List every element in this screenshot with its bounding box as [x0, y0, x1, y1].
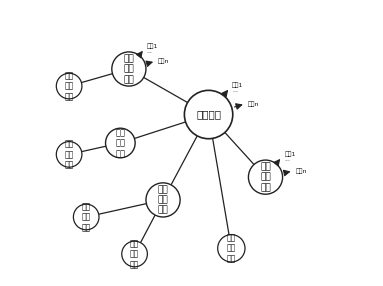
Circle shape — [106, 128, 135, 158]
Text: 二次
连接
设备: 二次 连接 设备 — [64, 71, 74, 101]
Circle shape — [249, 160, 283, 194]
Text: 一次
连接
设备: 一次 连接 设备 — [115, 128, 125, 158]
Circle shape — [146, 183, 180, 217]
Text: 测点n: 测点n — [248, 101, 259, 106]
Circle shape — [56, 142, 82, 167]
Text: 一次
连接
设备: 一次 连接 设备 — [123, 54, 134, 84]
Text: 二次
连接
设备: 二次 连接 设备 — [130, 239, 139, 269]
Text: 测点1
...: 测点1 ... — [147, 43, 158, 54]
Circle shape — [218, 235, 245, 262]
Circle shape — [74, 204, 99, 230]
Circle shape — [122, 241, 147, 267]
Text: 核心设备: 核心设备 — [196, 110, 221, 120]
Circle shape — [184, 90, 233, 139]
Text: 一次
连接
设备: 一次 连接 设备 — [260, 162, 271, 192]
Text: 一次
连接
设备: 一次 连接 设备 — [158, 185, 169, 215]
Circle shape — [112, 52, 146, 86]
Text: 测点n: 测点n — [158, 58, 170, 64]
Text: 测点n: 测点n — [296, 168, 307, 174]
Circle shape — [56, 73, 82, 99]
Text: 二次
连接
设备: 二次 连接 设备 — [64, 140, 74, 169]
Text: 二次
连接
设备: 二次 连接 设备 — [82, 202, 91, 232]
Text: 二次
连接
设备: 二次 连接 设备 — [227, 233, 236, 263]
Text: 测点1
...: 测点1 ... — [232, 82, 244, 93]
Text: 测点1
...: 测点1 ... — [284, 151, 296, 162]
